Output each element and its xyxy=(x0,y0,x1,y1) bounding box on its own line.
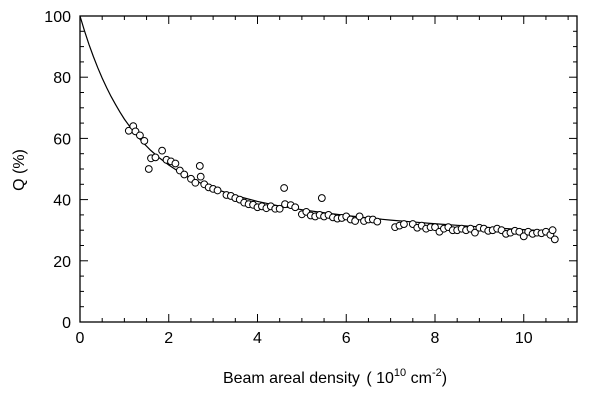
fit-curve-layer xyxy=(79,15,555,233)
plot-frame xyxy=(79,15,578,323)
y-tick-label: 100 xyxy=(44,9,71,26)
data-point xyxy=(191,178,200,187)
data-point xyxy=(196,172,205,181)
x-tick-label: 10 xyxy=(515,330,533,347)
data-point xyxy=(158,146,166,155)
y-tick-label: 40 xyxy=(53,193,71,210)
x-axis-title-exp1: 10 xyxy=(394,367,406,379)
y-axis-title: Q (%) xyxy=(11,149,28,191)
data-point xyxy=(519,232,528,241)
data-points-layer xyxy=(124,122,559,244)
data-point xyxy=(471,228,479,237)
y-tick-label: 80 xyxy=(53,70,71,87)
data-point xyxy=(515,227,524,236)
data-point xyxy=(171,159,180,168)
data-point xyxy=(431,223,439,232)
x-axis-title-unit: cm xyxy=(406,370,432,387)
data-point xyxy=(400,220,408,228)
y-axis-tick-labels: 0 20 40 60 80 100 xyxy=(44,9,71,332)
data-point xyxy=(151,153,160,162)
y-tick-label: 20 xyxy=(53,254,71,271)
data-point xyxy=(140,136,149,145)
y-tick-label: 60 xyxy=(53,131,71,148)
x-axis-title-paren-open: ( 10 xyxy=(366,370,394,387)
data-point xyxy=(275,204,284,213)
data-point xyxy=(136,131,144,140)
x-axis-ticks xyxy=(79,16,569,322)
x-axis-title-paren-close: ) xyxy=(442,370,447,387)
data-point xyxy=(355,212,364,221)
data-point xyxy=(180,170,189,179)
data-point xyxy=(144,165,153,173)
data-point xyxy=(351,217,360,225)
y-tick-label: 0 xyxy=(62,315,71,332)
x-tick-label: 4 xyxy=(253,330,262,347)
data-point xyxy=(317,194,326,202)
x-tick-label: 0 xyxy=(76,330,85,347)
data-point xyxy=(373,217,382,226)
x-axis-tick-labels: 0 2 4 6 8 10 xyxy=(76,330,533,347)
x-axis-title-prefix: Beam areal density xyxy=(223,370,364,387)
fit-curve xyxy=(79,15,555,233)
data-point xyxy=(280,184,289,192)
data-point xyxy=(213,186,222,195)
x-tick-label: 6 xyxy=(342,330,351,347)
x-axis-title: Beam areal density ( 1010 cm-2) xyxy=(223,367,447,387)
data-point xyxy=(291,203,300,212)
x-tick-label: 8 xyxy=(431,330,440,347)
plot-border xyxy=(79,15,578,323)
x-tick-label: 2 xyxy=(164,330,173,347)
data-point xyxy=(195,162,204,170)
y-axis-ticks xyxy=(80,15,577,323)
data-point xyxy=(550,235,559,244)
x-axis-title-exp2: -2 xyxy=(432,367,442,379)
data-point xyxy=(548,226,557,235)
